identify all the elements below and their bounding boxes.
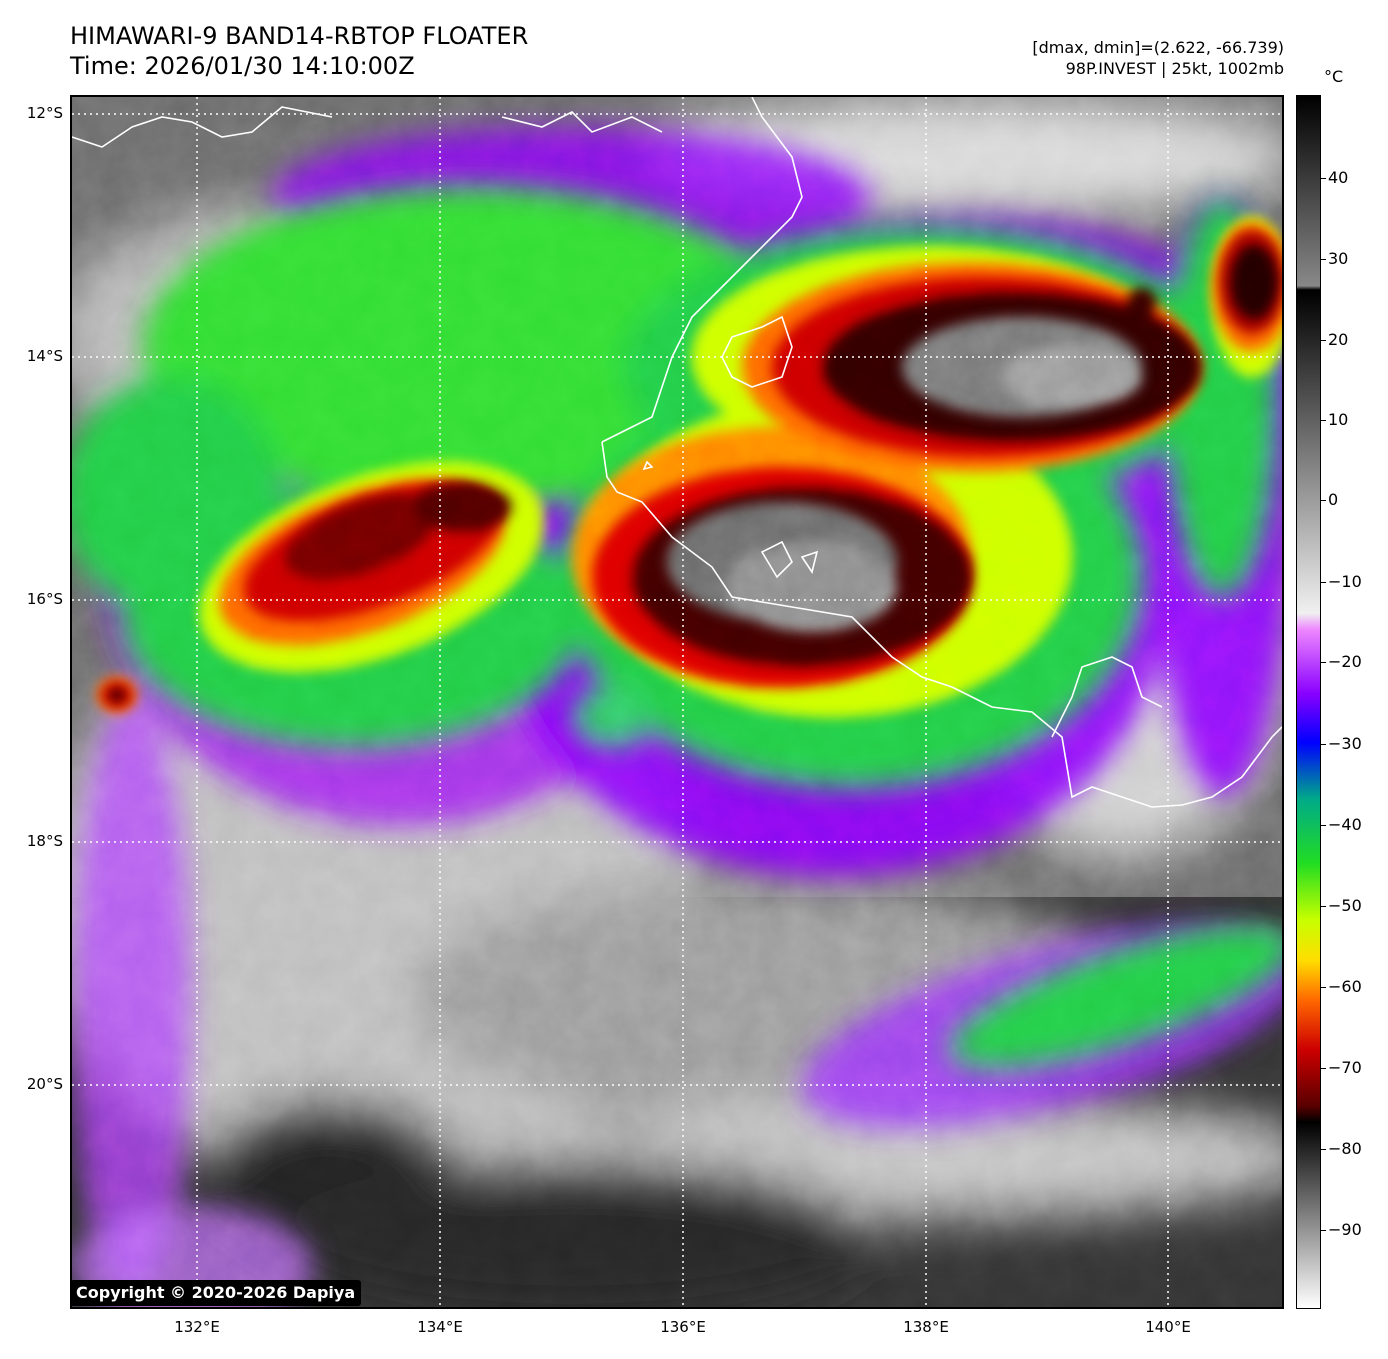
lat-label-18s: 18°S [26, 832, 63, 850]
colorbar-tick [1320, 582, 1326, 583]
lon-label-140e: 140°E [1145, 1318, 1191, 1336]
colorbar-label-minus80: −80 [1328, 1139, 1362, 1158]
lat-label-20s: 20°S [26, 1075, 63, 1093]
colorbar-label-minus10: −10 [1328, 572, 1362, 591]
lat-label-16s: 16°S [26, 590, 63, 608]
colorbar-label-30: 30 [1328, 249, 1349, 268]
storm-info: 98P.INVEST | 25kt, 1002mb [1065, 59, 1284, 78]
colorbar-tick [1320, 1230, 1326, 1231]
satellite-imagery [72, 97, 1282, 1307]
colorbar-tick [1320, 825, 1326, 826]
lat-lon-gridlines [72, 97, 1282, 1307]
colorbar-label-minus20: −20 [1328, 652, 1362, 671]
colorbar-tick [1320, 420, 1326, 421]
lon-label-136e: 136°E [660, 1318, 706, 1336]
colorbar-tick [1320, 987, 1326, 988]
lat-label-12s: 12°S [26, 104, 63, 122]
colorbar-tick [1320, 1149, 1326, 1150]
colorbar-label-minus60: −60 [1328, 977, 1362, 996]
copyright-badge: Copyright © 2020-2026 Dapiya [70, 1280, 362, 1306]
colorbar-tick [1320, 340, 1326, 341]
dmax-dmin-info: [dmax, dmin]=(2.622, -66.739) [1032, 38, 1284, 57]
colorbar-tick [1320, 906, 1326, 907]
timestamp-title: Time: 2026/01/30 14:10:00Z [70, 52, 415, 80]
coastline [72, 97, 1282, 808]
colorbar-tick [1320, 662, 1326, 663]
colorbar-unit: °C [1324, 67, 1344, 86]
cloud-texture [72, 97, 1282, 1307]
lon-label-132e: 132°E [174, 1318, 220, 1336]
chart-title: HIMAWARI-9 BAND14-RBTOP FLOATER [70, 22, 529, 50]
colorbar-label-minus30: −30 [1328, 734, 1362, 753]
colorbar-label-40: 40 [1328, 168, 1349, 187]
colorbar-label-minus90: −90 [1328, 1220, 1362, 1239]
colorbar-label-0: 0 [1328, 490, 1339, 509]
colorbar-tick [1320, 744, 1326, 745]
colorbar-label-minus40: −40 [1328, 815, 1362, 834]
colorbar-label-10: 10 [1328, 410, 1349, 429]
colorbar-label-20: 20 [1328, 330, 1349, 349]
colorbar-tick [1320, 178, 1326, 179]
colorbar-tick [1320, 500, 1326, 501]
lat-label-14s: 14°S [26, 347, 63, 365]
lon-label-138e: 138°E [903, 1318, 949, 1336]
colorbar-label-minus50: −50 [1328, 896, 1362, 915]
colorbar-tick [1320, 1068, 1326, 1069]
satellite-map[interactable] [70, 95, 1284, 1309]
temperature-colorbar [1296, 95, 1321, 1309]
colorbar-label-minus70: −70 [1328, 1058, 1362, 1077]
lon-label-134e: 134°E [417, 1318, 463, 1336]
colorbar-tick [1320, 259, 1326, 260]
